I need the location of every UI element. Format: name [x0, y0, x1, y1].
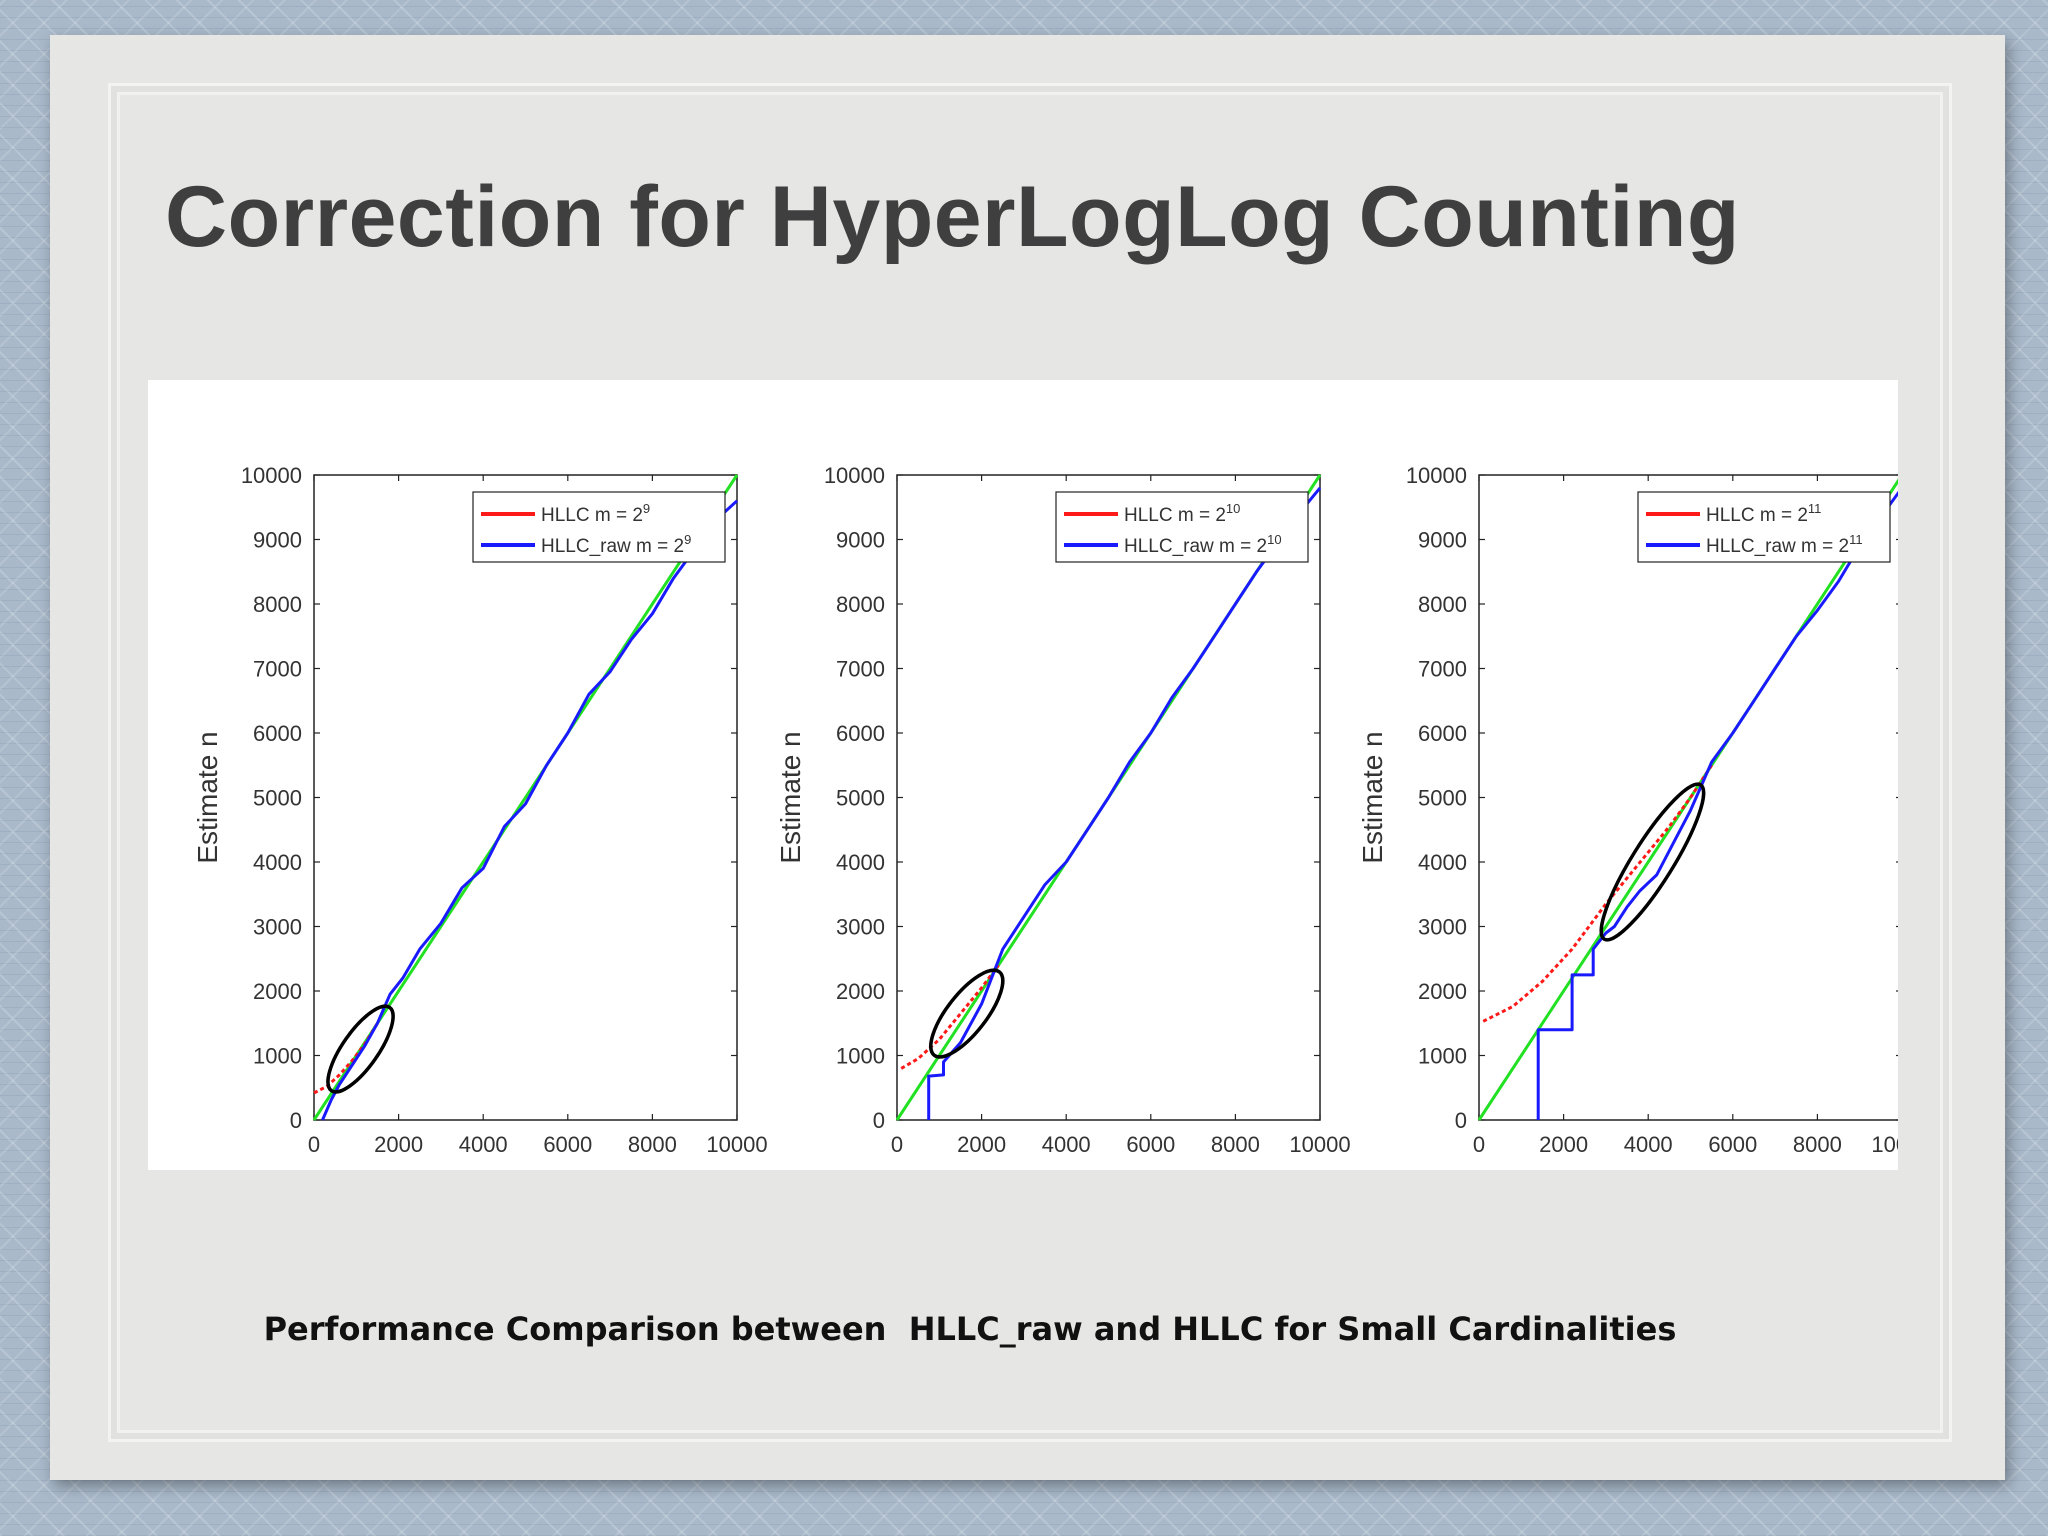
charts-figure: 0 2000 4000 6000 8000 10000010002000300040005… — [148, 380, 1898, 1170]
y-tick-label: 10000 — [824, 463, 885, 488]
y-tick-label: 7000 — [253, 657, 302, 682]
y-tick-label: 9000 — [1418, 528, 1467, 553]
x-tick-label: 2000 — [1539, 1132, 1588, 1157]
x-axis-label: n — [1683, 1168, 1697, 1170]
series-line-hllc — [1483, 765, 1712, 1021]
y-tick-label: 0 — [873, 1108, 885, 1133]
y-tick-label: 6000 — [1418, 721, 1467, 746]
y-tick-label: 6000 — [253, 721, 302, 746]
y-tick-label: 6000 — [836, 721, 885, 746]
y-axis-label: Estimate n — [1357, 731, 1388, 863]
x-tick-label: 0 — [891, 1132, 903, 1157]
y-tick-label: 0 — [1455, 1108, 1467, 1133]
y-tick-label: 3000 — [253, 915, 302, 940]
x-axis-label: n — [1101, 1168, 1115, 1170]
y-tick-label: 4000 — [253, 850, 302, 875]
series-line-hllc-raw — [323, 501, 738, 1120]
x-tick-label: 4000 — [459, 1132, 508, 1157]
y-tick-label: 8000 — [836, 592, 885, 617]
y-tick-label: 1000 — [836, 1044, 885, 1069]
y-tick-label: 4000 — [1418, 850, 1467, 875]
x-tick-label: 8000 — [1793, 1132, 1842, 1157]
x-tick-label: 10000 — [1871, 1132, 1898, 1157]
series-line-hllc-raw — [929, 488, 1320, 1120]
y-tick-label: 7000 — [1418, 657, 1467, 682]
x-tick-label: 10000 — [706, 1132, 767, 1157]
y-tick-label: 2000 — [253, 979, 302, 1004]
y-tick-label: 8000 — [1418, 592, 1467, 617]
x-tick-label: 8000 — [1211, 1132, 1260, 1157]
chart-1: 0 2000 4000 6000 8000 10000 0 1000 2000 3000 4000 5… — [192, 463, 768, 1170]
y-tick-label: 1000 — [1418, 1044, 1467, 1069]
x-tick-label: 2000 — [957, 1132, 1006, 1157]
figure-panel: 0 2000 4000 6000 8000 10000 0 1000 2000 3000 4000 5… — [148, 380, 1898, 1170]
legend-label: HLLC m = 29 — [541, 501, 650, 526]
chart-3: 0 2000 4000 6000 8000 10000 0 1000 2000 3000 4000 5… — [1357, 463, 1898, 1170]
x-tick-label: 6000 — [1708, 1132, 1757, 1157]
x-tick-label: 2000 — [374, 1132, 423, 1157]
legend-label: HLLC_raw m = 210 — [1124, 532, 1282, 557]
legend-label: HLLC m = 211 — [1706, 501, 1821, 526]
x-tick-label: 6000 — [543, 1132, 592, 1157]
legend-label: HLLC_raw m = 211 — [1706, 532, 1863, 557]
x-tick-label: 0 — [308, 1132, 320, 1157]
x-tick-label: 6000 — [1126, 1132, 1175, 1157]
legend-label: HLLC m = 210 — [1124, 501, 1240, 526]
y-tick-label: 10000 — [1406, 463, 1467, 488]
x-tick-label: 10000 — [1289, 1132, 1350, 1157]
y-tick-label: 0 — [290, 1108, 302, 1133]
y-tick-label: 5000 — [836, 786, 885, 811]
y-tick-label: 2000 — [836, 979, 885, 1004]
legend-label: HLLC_raw m = 29 — [541, 532, 691, 557]
y-axis-label: Estimate n — [192, 731, 223, 863]
x-axis-label: n — [518, 1168, 532, 1170]
series-line-hllc — [314, 1023, 377, 1093]
slide: Correction for HyperLogLog Counting 0 200… — [50, 35, 2005, 1480]
x-tick-label: 4000 — [1624, 1132, 1673, 1157]
slide-title: Correction for HyperLogLog Counting — [165, 168, 1740, 267]
y-tick-label: 7000 — [836, 657, 885, 682]
y-tick-label: 9000 — [836, 528, 885, 553]
chart-2: 0 2000 4000 6000 8000 10000 0 1000 2000 3000 4000 5… — [775, 463, 1351, 1170]
y-tick-label: 10000 — [241, 463, 302, 488]
x-tick-label: 8000 — [628, 1132, 677, 1157]
series-line-reference — [1479, 475, 1898, 1120]
series-line-hllc-raw — [1538, 488, 1898, 1120]
x-tick-label: 0 — [1473, 1132, 1485, 1157]
y-tick-label: 9000 — [253, 528, 302, 553]
y-tick-label: 5000 — [1418, 786, 1467, 811]
x-tick-label: 4000 — [1042, 1132, 1091, 1157]
y-tick-label: 4000 — [836, 850, 885, 875]
figure-caption: Performance Comparison between HLLC_raw … — [50, 1310, 1890, 1348]
y-tick-label: 3000 — [836, 915, 885, 940]
y-tick-label: 5000 — [253, 786, 302, 811]
y-tick-label: 8000 — [253, 592, 302, 617]
y-tick-label: 1000 — [253, 1044, 302, 1069]
y-tick-label: 2000 — [1418, 979, 1467, 1004]
y-axis-label: Estimate n — [775, 731, 806, 863]
y-tick-label: 3000 — [1418, 915, 1467, 940]
